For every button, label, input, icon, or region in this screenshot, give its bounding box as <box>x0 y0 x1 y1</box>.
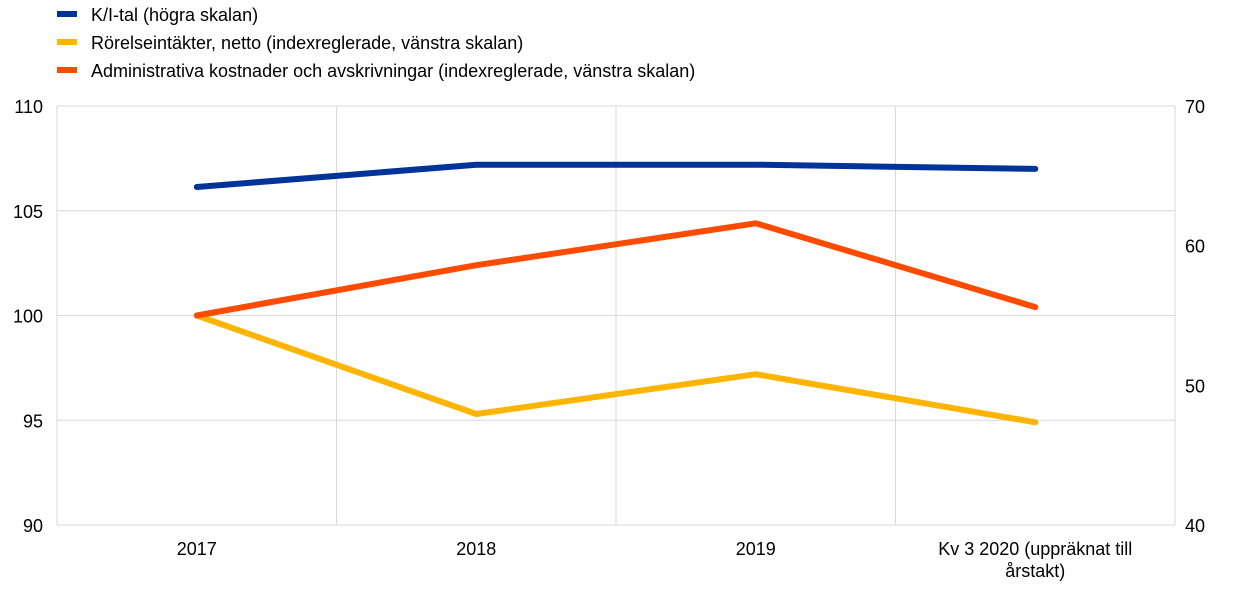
x-tick-label-line: 2017 <box>177 539 217 559</box>
x-tick-label-line: Kv 3 2020 (uppräknat till <box>938 539 1132 559</box>
x-tick-label-line: 2019 <box>736 539 776 559</box>
legend-label: Administrativa kostnader och avskrivning… <box>91 61 695 81</box>
y-right-tick-label: 50 <box>1185 376 1205 396</box>
axes: 90 95 100 105 110 40 50 60 70 2017 2018 2019 Kv 3 20… <box>13 97 1205 581</box>
x-tick-label: Kv 3 2020 (uppräknat till årstakt) <box>938 539 1132 581</box>
x-tick-label: 2017 <box>177 539 217 559</box>
y-right-tick-label: 40 <box>1185 516 1205 536</box>
x-tick-label-line: årstakt) <box>1005 561 1065 581</box>
grid <box>56 105 1176 526</box>
series-line-1 <box>193 161 1039 190</box>
series-line-2 <box>193 312 1039 426</box>
x-tick-label: 2018 <box>456 539 496 559</box>
y-left-tick-label: 95 <box>23 411 43 431</box>
x-tick-label-line: 2018 <box>456 539 496 559</box>
legend-label: Rörelseintäkter, netto (indexreglerade, … <box>91 33 523 53</box>
legend-label: K/I-tal (högra skalan) <box>91 5 258 25</box>
y-left-tick-label: 105 <box>13 202 43 222</box>
series <box>193 161 1039 426</box>
x-tick-label: 2019 <box>736 539 776 559</box>
y-left-tick-label: 100 <box>13 307 43 327</box>
y-right-tick-label: 70 <box>1185 97 1205 117</box>
y-left-tick-label: 110 <box>14 97 43 117</box>
y-left-tick-label: 90 <box>23 516 43 536</box>
series-line-3 <box>193 220 1039 319</box>
y-right-tick-label: 60 <box>1185 237 1205 257</box>
legend: K/I-tal (högra skalan) Rörelseintäkter, n… <box>57 5 695 81</box>
